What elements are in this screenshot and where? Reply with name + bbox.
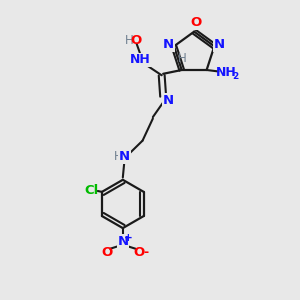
- Text: +: +: [124, 232, 133, 242]
- Text: O: O: [134, 246, 145, 259]
- Text: Cl: Cl: [85, 184, 99, 197]
- Text: N: N: [117, 235, 128, 248]
- Text: 2: 2: [232, 72, 238, 81]
- Text: N: N: [163, 94, 174, 106]
- Text: N: N: [163, 38, 174, 51]
- Text: H: H: [178, 52, 187, 65]
- Text: NH: NH: [215, 66, 236, 80]
- Text: O: O: [130, 34, 142, 47]
- Text: O: O: [190, 16, 201, 29]
- Text: H: H: [125, 34, 134, 47]
- Text: O: O: [101, 246, 112, 259]
- Text: N: N: [119, 150, 130, 163]
- Text: NH: NH: [130, 53, 151, 67]
- Text: N: N: [214, 38, 225, 51]
- Text: -: -: [143, 246, 148, 259]
- Text: H: H: [113, 150, 122, 163]
